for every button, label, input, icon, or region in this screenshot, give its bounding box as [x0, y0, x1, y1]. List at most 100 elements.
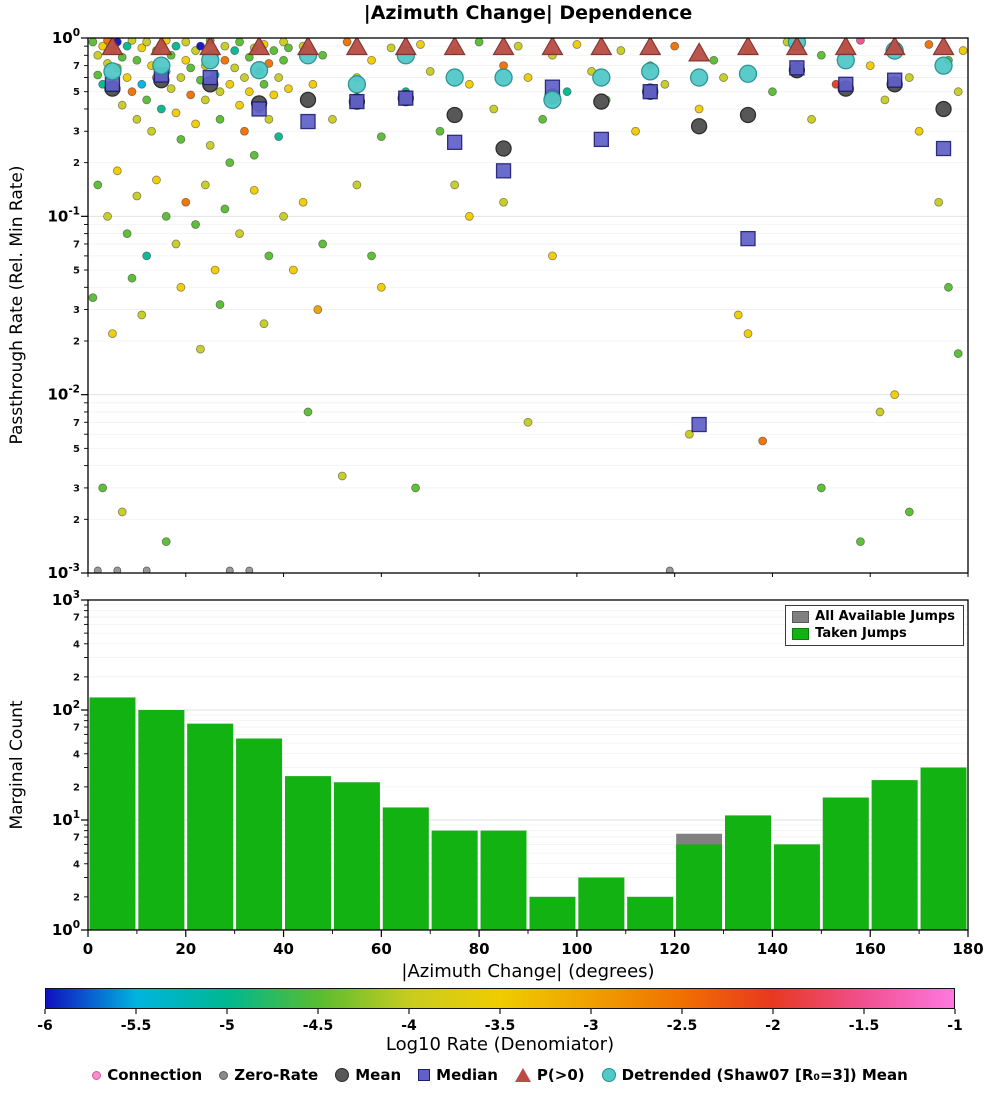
bar-taken [578, 877, 625, 930]
scatter-point [318, 239, 328, 249]
legend-item-label: Mean [355, 1066, 402, 1084]
scatter-point [137, 79, 147, 89]
y-minor-tick-label: 7 [73, 833, 80, 844]
hist-legend-item: Taken Jumps [792, 626, 955, 641]
scatter-point [694, 104, 704, 114]
y-tick-label: 100 [52, 27, 80, 47]
scatter-point [416, 40, 425, 49]
scatter-point [523, 73, 533, 82]
scatter-point [259, 319, 269, 329]
scatter-point [230, 46, 240, 55]
scatter-point [328, 114, 337, 124]
y-tick-label: 10-3 [47, 562, 80, 582]
scatter-point [142, 38, 152, 47]
scatter-point [308, 79, 318, 89]
scatter-point [205, 140, 215, 150]
scatter-point [489, 104, 499, 114]
colorbar-tick-label: -5.5 [121, 1018, 152, 1034]
scatter-point [264, 251, 274, 261]
scatter-point [386, 43, 396, 53]
scatter-point [303, 407, 313, 417]
scatter-point [376, 132, 386, 141]
x-tick-label: 160 [855, 940, 886, 958]
scatter-point [513, 41, 523, 51]
scatter-point [562, 87, 572, 97]
hist-legend-item: All Available Jumps [792, 609, 955, 624]
p-gt0-marker [639, 38, 662, 56]
scatter-point [367, 55, 376, 65]
dot-marker-icon [601, 1068, 616, 1082]
x-tick-label: 20 [175, 940, 196, 958]
legend-swatch-icon [792, 627, 810, 640]
zero-rate-point [142, 566, 151, 573]
dot-small-marker-icon [92, 1070, 102, 1080]
scatter-point [166, 84, 176, 94]
scatter-point [259, 79, 269, 89]
scatter-point [944, 282, 953, 292]
scatter-point [142, 251, 152, 261]
median-marker [398, 90, 414, 106]
detrended-mean-marker [249, 61, 269, 80]
legend-item-label: Detrended (Shaw07 [R₀=3]) Mean [621, 1066, 908, 1084]
x-tick-label: 0 [83, 940, 93, 958]
scatter-point [719, 73, 728, 82]
scatter-point [156, 104, 166, 114]
y-tick-label: 10-2 [47, 384, 80, 404]
mean-marker [739, 106, 757, 124]
y-minor-tick-label: 5 [73, 266, 80, 277]
scatter-point [108, 329, 117, 339]
scatter-point [572, 40, 582, 49]
bar-taken [920, 767, 967, 930]
y-minor-tick-label: 5 [73, 444, 80, 455]
p-gt0-marker [394, 38, 417, 56]
legend-item-median: Median [418, 1066, 498, 1084]
scatter-point [132, 191, 142, 201]
scatter-point [225, 79, 235, 89]
scatter-point [684, 429, 694, 439]
scatter-point [313, 305, 323, 314]
p-gt0-marker [345, 38, 368, 56]
bar-taken [773, 844, 820, 930]
y-minor-tick-label: 2 [73, 892, 80, 903]
scatter-point [616, 46, 626, 55]
x-axis-label: |Azimuth Change| (degrees) [401, 961, 654, 982]
scatter-point [93, 180, 103, 190]
y-minor-tick-label: 5 [73, 87, 80, 98]
colorbar-tick-label: -2 [765, 1018, 781, 1034]
p-gt0-marker [150, 38, 173, 56]
p-gt0-marker [883, 38, 906, 56]
scatter-point [367, 251, 376, 261]
scatter-point [176, 282, 186, 292]
mean-marker [446, 106, 463, 124]
detrended-mean-marker [494, 68, 513, 87]
x-tick-label: 120 [659, 940, 690, 958]
scatter-point [186, 90, 196, 100]
scatter-point [117, 507, 127, 517]
detrended-mean-marker [347, 75, 367, 94]
p-gt0-marker [688, 42, 711, 62]
scatter-point [127, 273, 137, 283]
scatter-point [631, 126, 640, 136]
detrended-mean-marker [445, 68, 464, 87]
top-y-axis-label: Passthrough Rate (Rel. Min Rate) [7, 165, 27, 444]
legend-item-zero-rate: Zero-Rate [219, 1066, 318, 1084]
scatter-point [709, 55, 719, 65]
legend-item-detrended-shaw07-r-3-mean: Detrended (Shaw07 [R₀=3]) Mean [601, 1066, 908, 1084]
median-marker [740, 230, 756, 247]
scatter-point [88, 293, 98, 303]
p-gt0-marker [736, 38, 760, 56]
scatter-point [670, 41, 680, 51]
scatter-point [117, 100, 127, 110]
scatter-point [924, 40, 934, 49]
y-minor-tick-label: 7 [73, 239, 80, 250]
x-tick-label: 40 [273, 940, 294, 958]
dot-marker-icon [335, 1068, 350, 1082]
scatter-point [220, 41, 230, 51]
bottom-panel-frame [87, 599, 969, 931]
scatter-point [284, 43, 293, 53]
zero-rate-point [225, 566, 234, 573]
x-axis: 0 20 40 60 80 100 120 140 160 180 [83, 573, 984, 958]
colorbar-tick-label: -3 [583, 1018, 599, 1034]
scatter-point [122, 41, 132, 51]
